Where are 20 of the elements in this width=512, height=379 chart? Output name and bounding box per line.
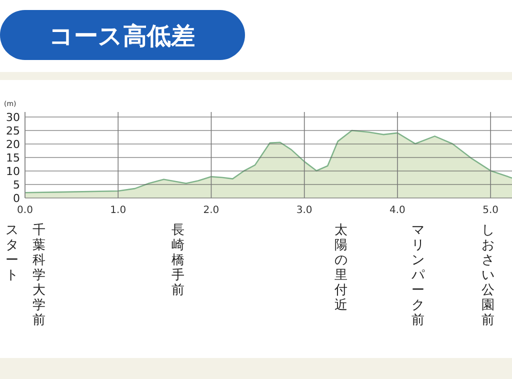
x-tick-label: 5.0: [482, 205, 499, 216]
text: 長崎橋手前: [172, 223, 184, 298]
text: 千葉科学大学前: [32, 223, 46, 328]
text: マリンパーク前: [410, 223, 426, 328]
text: 太陽の里付近: [334, 223, 348, 313]
x-tick-label: 1.0: [110, 205, 126, 216]
y-tick-label: 15: [6, 152, 20, 164]
y-tick-label: 0: [13, 192, 20, 205]
x-tick-label: 2.0: [203, 205, 220, 216]
text: スタート: [6, 223, 18, 283]
y-tick-label: 25: [6, 124, 20, 138]
y-tick-label: 10: [6, 165, 20, 178]
y-tick-label: 5: [13, 178, 20, 192]
text: しおさい公園前: [482, 223, 494, 328]
x-tick-label: 0.0: [17, 205, 33, 216]
x-tick-label: 3.0: [296, 205, 312, 216]
x-tick-label: 4.0: [390, 205, 406, 216]
y-tick-label: 20: [6, 138, 20, 151]
chart-title: コース高低差: [49, 22, 195, 50]
y-tick-label: 30: [6, 111, 20, 124]
